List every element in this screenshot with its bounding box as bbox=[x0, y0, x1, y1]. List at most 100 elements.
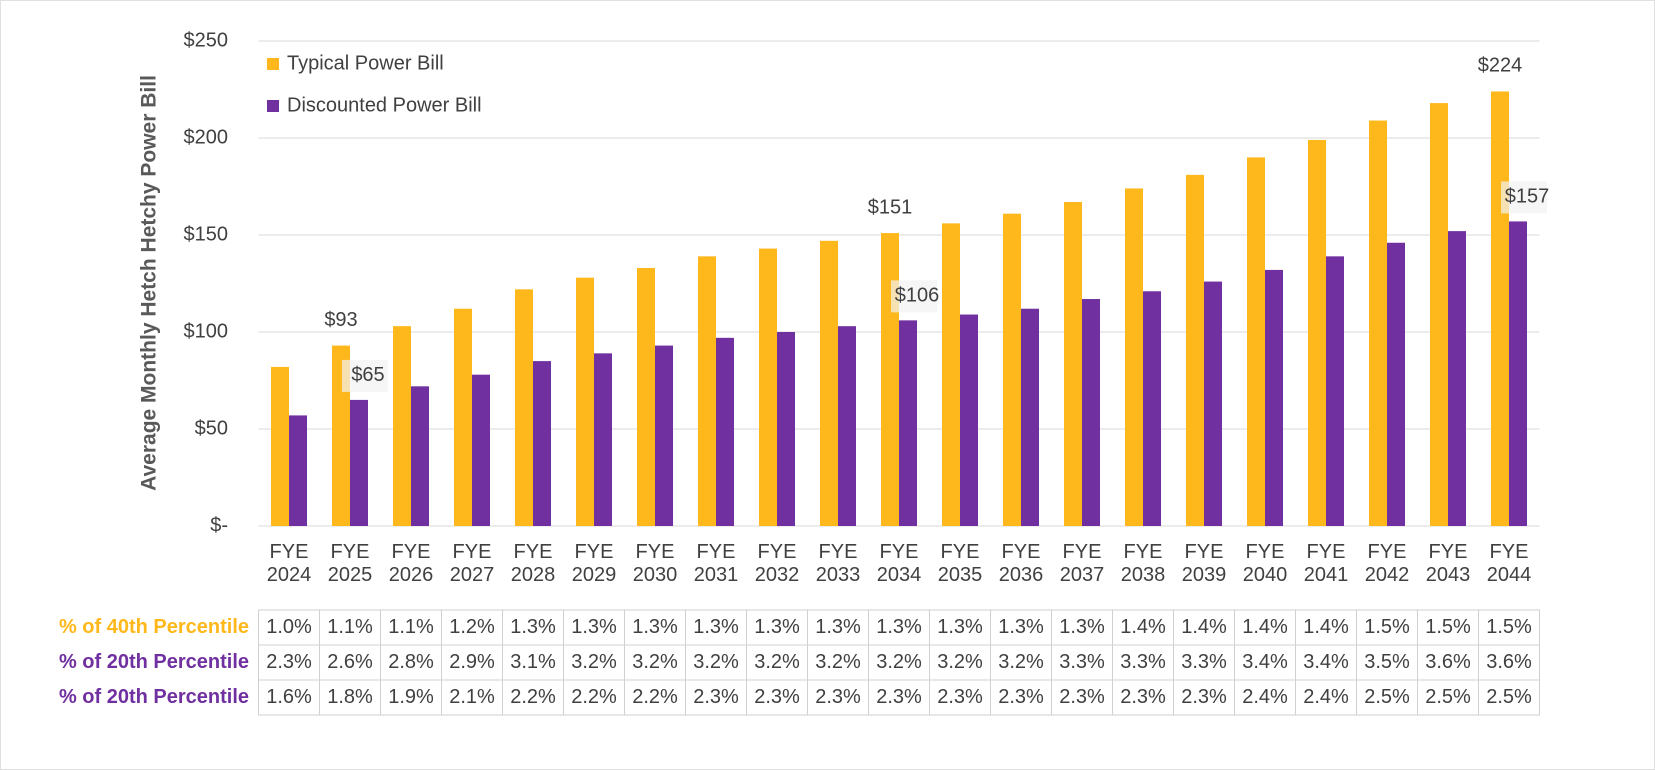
bar bbox=[1491, 91, 1509, 526]
cell-text: 1.4% bbox=[1303, 616, 1349, 638]
bar bbox=[454, 308, 472, 526]
cell-text: 1.3% bbox=[693, 616, 739, 638]
bar bbox=[1509, 221, 1527, 527]
cell-text: 1.4% bbox=[1242, 616, 1288, 638]
x-tick-label: FYE 2042 bbox=[1364, 541, 1410, 586]
bar bbox=[393, 326, 411, 526]
cell-text: 3.2% bbox=[876, 651, 922, 673]
cell-text: 2.3% bbox=[1181, 686, 1227, 708]
value-label: $93 bbox=[324, 309, 357, 331]
cell-text: 1.9% bbox=[388, 686, 434, 708]
cell-text: 2.3% bbox=[998, 686, 1044, 708]
legend-swatch bbox=[267, 100, 279, 112]
bar bbox=[472, 374, 490, 526]
bar bbox=[655, 345, 673, 526]
bar bbox=[1204, 281, 1222, 526]
bar bbox=[1326, 256, 1344, 526]
y-tick-label: $50 bbox=[195, 417, 228, 439]
cell-text: 3.2% bbox=[998, 651, 1044, 673]
cell-text: 1.3% bbox=[510, 616, 556, 638]
x-tick-label: FYE 2025 bbox=[327, 541, 373, 586]
bar bbox=[1448, 231, 1466, 526]
x-tick-label: FYE 2040 bbox=[1242, 541, 1288, 586]
cell-text: 3.3% bbox=[1120, 651, 1166, 673]
value-label: $157 bbox=[1505, 186, 1550, 208]
cell-text: 2.2% bbox=[632, 686, 678, 708]
y-tick-label: $200 bbox=[184, 126, 229, 148]
bar bbox=[350, 399, 368, 526]
cell-text: 2.5% bbox=[1425, 686, 1471, 708]
x-tick-label: FYE 2034 bbox=[876, 541, 922, 586]
cell-text: 2.3% bbox=[754, 686, 800, 708]
cell-text: 1.3% bbox=[754, 616, 800, 638]
bar bbox=[1430, 103, 1448, 526]
cell-text: 2.3% bbox=[937, 686, 983, 708]
cell-text: 2.3% bbox=[1120, 686, 1166, 708]
cell-text: 2.6% bbox=[327, 651, 373, 673]
x-tick-label: FYE 2036 bbox=[998, 541, 1044, 586]
cell-text: 2.5% bbox=[1364, 686, 1410, 708]
cell-text: 1.2% bbox=[449, 616, 495, 638]
cell-text: 1.4% bbox=[1120, 616, 1166, 638]
x-tick-label: FYE 2041 bbox=[1303, 541, 1349, 586]
x-tick-label: FYE 2031 bbox=[693, 541, 739, 586]
x-tick-label: FYE 2027 bbox=[449, 541, 495, 586]
cell-text: 1.5% bbox=[1364, 616, 1410, 638]
cell-text: 1.5% bbox=[1486, 616, 1532, 638]
bar bbox=[1265, 269, 1283, 526]
cell-text: 3.2% bbox=[571, 651, 617, 673]
bar bbox=[289, 415, 307, 526]
x-tick-label: FYE 2044 bbox=[1486, 541, 1532, 586]
cell-text: 1.3% bbox=[571, 616, 617, 638]
bar bbox=[411, 386, 429, 526]
cell-text: 2.2% bbox=[510, 686, 556, 708]
legend-swatch bbox=[267, 58, 279, 70]
value-label: $224 bbox=[1478, 55, 1523, 77]
cell-text: 1.3% bbox=[815, 616, 861, 638]
cell-text: 2.3% bbox=[1059, 686, 1105, 708]
bar bbox=[576, 277, 594, 526]
value-label-bg bbox=[342, 359, 388, 392]
bar bbox=[1308, 139, 1326, 526]
cell-text: 3.3% bbox=[1181, 651, 1227, 673]
x-tick-label: FYE 2043 bbox=[1425, 541, 1471, 586]
x-tick-label: FYE 2035 bbox=[937, 541, 983, 586]
cell-text: 3.2% bbox=[754, 651, 800, 673]
cell-text: 1.3% bbox=[1059, 616, 1105, 638]
value-label-bg bbox=[891, 280, 937, 313]
cell-text: 2.3% bbox=[876, 686, 922, 708]
x-tick-label: FYE 2029 bbox=[571, 541, 617, 586]
cell-text: 1.4% bbox=[1181, 616, 1227, 638]
cell-text: 3.6% bbox=[1486, 651, 1532, 673]
y-tick-label: $250 bbox=[184, 29, 229, 51]
cell-text: 1.3% bbox=[876, 616, 922, 638]
cell-text: 3.5% bbox=[1364, 651, 1410, 673]
bar bbox=[899, 320, 917, 526]
bar bbox=[515, 289, 533, 526]
bar bbox=[960, 314, 978, 526]
x-tick-label: FYE 2032 bbox=[754, 541, 800, 586]
row-label: % of 20th Percentile bbox=[59, 686, 249, 708]
bar bbox=[777, 332, 795, 526]
y-tick-label: $150 bbox=[184, 223, 229, 245]
x-tick-label: FYE 2037 bbox=[1059, 541, 1105, 586]
cell-text: 2.4% bbox=[1242, 686, 1288, 708]
bar bbox=[1125, 188, 1143, 526]
bar bbox=[838, 326, 856, 526]
value-label: $151 bbox=[868, 196, 913, 218]
cell-text: 3.3% bbox=[1059, 651, 1105, 673]
cell-text: 3.4% bbox=[1303, 651, 1349, 673]
x-tick-label: FYE 2033 bbox=[815, 541, 861, 586]
cell-text: 3.1% bbox=[510, 651, 556, 673]
bar bbox=[1369, 120, 1387, 526]
cell-text: 1.1% bbox=[388, 616, 434, 638]
value-label-bg bbox=[1501, 181, 1547, 214]
x-tick-label: FYE 2028 bbox=[510, 541, 556, 586]
cell-text: 1.3% bbox=[632, 616, 678, 638]
bar bbox=[533, 361, 551, 526]
cell-text: 2.5% bbox=[1486, 686, 1532, 708]
x-tick-label: FYE 2026 bbox=[388, 541, 434, 586]
bar bbox=[1186, 174, 1204, 527]
bar bbox=[594, 353, 612, 526]
